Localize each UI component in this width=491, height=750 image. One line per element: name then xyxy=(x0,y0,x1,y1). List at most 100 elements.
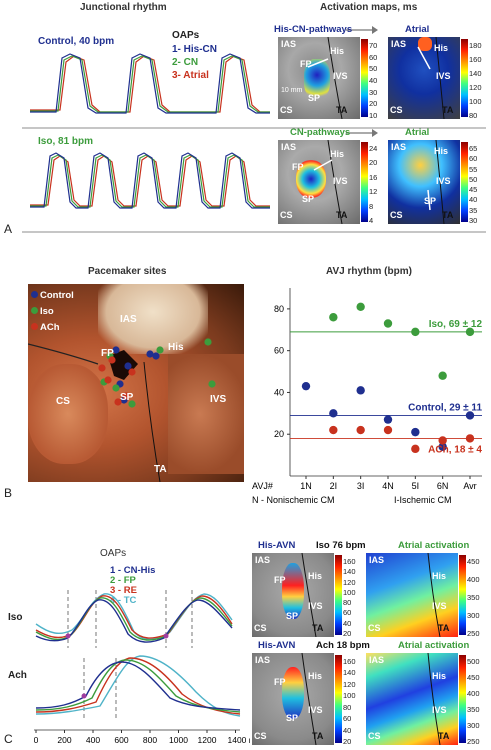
c-map-atrial-ach: IAS His IVS CS TA xyxy=(366,653,458,745)
anat-fp-3: FP xyxy=(292,162,304,172)
pacemaker-site-dot xyxy=(104,376,112,384)
c-colorbar-2-ticks: 450 400 350 300 250 xyxy=(467,553,489,638)
anat-cs: CS xyxy=(280,105,293,115)
iso-rate-label: Iso, 81 bpm xyxy=(38,136,94,147)
c-top-mid-title: Iso 76 bpm xyxy=(316,540,366,551)
colorbar-tick: 8 xyxy=(369,201,374,211)
colorbar-tick: 80 xyxy=(343,702,352,712)
colorbar-tick: 24 xyxy=(369,144,378,153)
colorbar-tick: 30 xyxy=(369,87,378,97)
control-rate-label: Control, 40 bpm xyxy=(38,36,115,47)
pacemaker-site-dot xyxy=(112,346,120,354)
anat-cs-4: CS xyxy=(390,210,403,220)
data-point xyxy=(329,425,338,435)
footnote-nonischemic: N - Nonischemic CM xyxy=(252,495,335,505)
anat-ias-3: IAS xyxy=(281,142,297,152)
colorbar-tick: 100 xyxy=(343,691,356,701)
x-tick-label: 400 xyxy=(86,735,100,745)
colorbar-tick: 180 xyxy=(469,41,482,50)
c2-ivs: IVS xyxy=(432,601,447,611)
data-point xyxy=(438,442,447,451)
anat-his-3: His xyxy=(330,149,345,159)
colorbar-tick: 80 xyxy=(343,598,352,608)
colorbar-tick: 16 xyxy=(369,172,378,182)
c-colorbar-2 xyxy=(459,555,466,635)
y-tick-label: 60 xyxy=(274,346,284,356)
colorbar-tick: 40 xyxy=(343,725,352,735)
c-colorbar-1-ticks: 160 140 120 100 80 60 40 20 xyxy=(343,553,363,638)
pacemaker-site-dot xyxy=(112,384,120,392)
panel-c-ach-label: Ach xyxy=(8,670,27,681)
colorbar-tick: 40 xyxy=(343,618,352,628)
x-tick-label: 200 xyxy=(57,735,71,745)
colorbar-tick: 40 xyxy=(369,76,378,85)
colorbar-tick: 60 xyxy=(369,52,378,62)
colorbar-tick: 400 xyxy=(467,689,480,698)
colorbar-tick: 30 xyxy=(469,216,478,225)
c2-his: His xyxy=(432,571,447,581)
panel-c-letter: C xyxy=(4,732,13,746)
data-point xyxy=(411,327,420,337)
colorbar-4 xyxy=(461,142,468,222)
x-tick-label: Avr xyxy=(463,481,476,491)
c3-his: His xyxy=(308,671,323,681)
iso-trace-his-cn xyxy=(30,152,270,209)
photo-legend-ach: ACh xyxy=(40,322,60,333)
panel-c-oaps-title: OAPs xyxy=(100,548,127,559)
colorbar-tick: 65 xyxy=(469,144,478,153)
photo-anat-ta: TA xyxy=(154,464,167,475)
x-tick-label: 1N xyxy=(300,481,312,491)
panel-c-ach-traces xyxy=(35,655,241,717)
colorbar-tick: 140 xyxy=(343,567,356,577)
data-point xyxy=(411,427,420,437)
x-tick-label: 4N xyxy=(382,481,394,491)
anat-ias-4: IAS xyxy=(391,142,407,152)
c2-ta: TA xyxy=(438,623,450,633)
x-axis-label: AVJ# xyxy=(252,481,273,491)
anat-ta-4: TA xyxy=(442,210,454,220)
colorbar-tick: 70 xyxy=(369,41,378,50)
colorbar-tick: 20 xyxy=(343,629,352,638)
series-label: Control, 29 ± 11 xyxy=(408,402,482,413)
c-colorbar-4 xyxy=(459,655,466,743)
colorbar-tick: 60 xyxy=(469,154,478,164)
colorbar-tick: 500 xyxy=(467,657,480,666)
panel-b-letter: B xyxy=(4,486,13,500)
data-point xyxy=(356,302,365,311)
colorbar-3-ticks: 24 20 16 12 8 4 xyxy=(369,140,387,225)
c3-ias: IAS xyxy=(255,655,271,665)
colorbar-tick: 20 xyxy=(369,99,378,109)
activation-map-his-cn: IAS His IVS FP SP CS TA 10 mm xyxy=(278,37,360,119)
colorbar-tick: 450 xyxy=(467,673,480,682)
c1-his: His xyxy=(308,571,323,581)
colorbar-tick: 10 xyxy=(369,111,378,120)
pacemaker-site-dot xyxy=(124,362,132,370)
c1-sp: SP xyxy=(286,611,299,621)
c-colorbar-1 xyxy=(335,555,342,635)
photo-anat-fp: FP xyxy=(101,348,114,359)
c3-fp: FP xyxy=(274,677,286,687)
map-top-left-title: His-CN-pathways xyxy=(274,24,353,35)
c-bot-left-title: His-AVN xyxy=(258,640,296,651)
legend-his-cn: 1- His-CN xyxy=(172,44,218,55)
colorbar-tick: 300 xyxy=(467,721,480,730)
photo-anat-cs: CS xyxy=(56,396,70,407)
colorbar-tick: 160 xyxy=(343,657,356,666)
colorbar-3 xyxy=(361,142,368,222)
data-point xyxy=(411,444,420,454)
data-point xyxy=(383,415,393,424)
avj-chart-title: AVJ rhythm (bpm) xyxy=(326,266,412,277)
data-point xyxy=(383,319,393,328)
pacemaker-site-dot xyxy=(128,368,136,376)
data-point xyxy=(329,313,338,322)
colorbar-tick: 60 xyxy=(343,608,352,618)
y-tick-label: 80 xyxy=(274,304,284,314)
c4-cs: CS xyxy=(368,731,381,741)
colorbar-tick: 140 xyxy=(343,668,356,678)
colorbar-2 xyxy=(461,39,468,117)
colorbar-2-ticks: 180 160 140 120 100 80 xyxy=(469,37,491,120)
c4-his: His xyxy=(432,671,447,681)
data-point xyxy=(438,371,447,380)
series-label: ACh, 18 ± 4 xyxy=(428,444,482,455)
x-tick-label: 1400 ms xyxy=(228,735,251,745)
